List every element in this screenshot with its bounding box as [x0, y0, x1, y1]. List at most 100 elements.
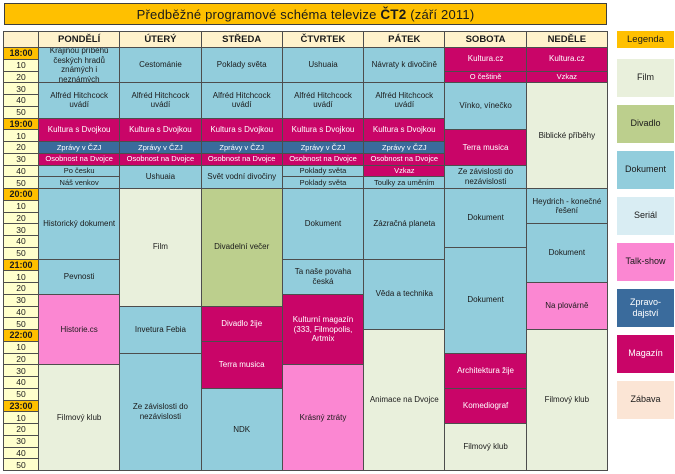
- time-cell: 30: [4, 153, 38, 165]
- program-cell: Ushuaia: [120, 165, 201, 188]
- program-cell: Na plovárně: [526, 283, 607, 329]
- program-cell: Alfréd Hitchcock uvádí: [120, 83, 201, 118]
- program-cell: Filmový klub: [445, 424, 526, 470]
- program-cell: Heydrich - konečné řešení: [526, 189, 607, 224]
- program-cell: Osobnost na Dvojce: [39, 153, 120, 165]
- title-suffix: (září 2011): [406, 6, 475, 22]
- program-cell: Věda a technika: [364, 259, 445, 329]
- time-cell: 50: [4, 459, 38, 470]
- time-cell: 30: [4, 83, 38, 94]
- time-cell: 10: [4, 59, 38, 71]
- day-header: NEDĚLE: [526, 32, 607, 47]
- program-cell: Filmový klub: [526, 330, 607, 470]
- program-cell: Zprávy v ČZJ: [364, 142, 445, 153]
- legend-item-zabava: Zábava: [617, 381, 674, 419]
- table-corner-cell: [4, 32, 38, 47]
- day-header: ČTVRTEK: [282, 32, 364, 47]
- program-cell: Vzkaz: [526, 71, 607, 83]
- program-cell: Animace na Dvojce: [364, 330, 445, 470]
- time-cell: 10: [4, 130, 38, 141]
- program-cell: Poklady světa: [201, 48, 282, 83]
- program-cell: Kultura s Dvojkou: [201, 118, 282, 141]
- time-cell: 50: [4, 318, 38, 329]
- time-cell: 19:00: [4, 118, 38, 130]
- program-cell: Poklady světa: [282, 165, 364, 177]
- program-cell: Náš venkov: [39, 177, 120, 188]
- program-cell: Návraty k divočině: [364, 48, 445, 83]
- title-text: Předběžné programové schéma televize ČT2…: [137, 7, 475, 22]
- time-cell: 40: [4, 95, 38, 106]
- program-cell: Film: [120, 189, 201, 306]
- time-cell: 30: [4, 435, 38, 447]
- day-header: STŘEDA: [201, 32, 282, 47]
- time-cell: 40: [4, 306, 38, 318]
- program-cell: Alfréd Hitchcock uvádí: [282, 83, 364, 118]
- time-cell: 30: [4, 294, 38, 306]
- time-cell: 20: [4, 71, 38, 83]
- program-cell: Svět vodní divočiny: [201, 165, 282, 188]
- time-cell: 30: [4, 224, 38, 235]
- legend: Legenda Film Divadlo Dokument Seriál Talk-sh…: [617, 31, 674, 419]
- time-cell: 50: [4, 247, 38, 259]
- program-cell: Komediograf: [445, 388, 526, 423]
- program-cell: Kultura.cz: [445, 48, 526, 71]
- legend-title: Legenda: [617, 31, 674, 48]
- legend-item-serial: Seriál: [617, 197, 674, 235]
- program-cell: Divadlo žije: [201, 306, 282, 341]
- program-cell: Kultura.cz: [526, 48, 607, 71]
- day-header: PONDĚLÍ: [39, 32, 120, 47]
- program-cell: Alfréd Hitchcock uvádí: [364, 83, 445, 118]
- legend-item-divadlo: Divadlo: [617, 105, 674, 143]
- legend-item-zpravodajstvi: Zpravo- dajství: [617, 289, 674, 327]
- program-cell: Osobnost na Dvojce: [120, 153, 201, 165]
- program-cell: Vínko, vínečko: [445, 83, 526, 130]
- time-cell: 21:00: [4, 259, 38, 271]
- time-cell: 22:00: [4, 330, 38, 341]
- time-cell: 23:00: [4, 400, 38, 412]
- time-cell: 40: [4, 165, 38, 177]
- program-cell: Ushuaia: [282, 48, 364, 83]
- legend-item-dokument: Dokument: [617, 151, 674, 189]
- program-cell: Dokument: [445, 189, 526, 247]
- legend-item-film: Film: [617, 59, 674, 97]
- program-cell: Cestománie: [120, 48, 201, 83]
- program-cell: Historie.cs: [39, 294, 120, 365]
- program-cell: Architektura žije: [445, 353, 526, 388]
- program-cell: NDK: [201, 388, 282, 470]
- legend-items: Film Divadlo Dokument Seriál Talk-show Zpravo…: [617, 59, 674, 419]
- program-cell: Terra musica: [201, 341, 282, 388]
- time-cell: 10: [4, 271, 38, 282]
- time-cell: 50: [4, 388, 38, 400]
- time-cell: 20: [4, 142, 38, 153]
- time-cell: 20: [4, 212, 38, 224]
- time-cell: 30: [4, 365, 38, 376]
- program-cell: O češtině: [445, 71, 526, 83]
- program-cell: Dokument: [526, 224, 607, 282]
- time-cell: 10: [4, 341, 38, 353]
- program-cell: Dokument: [445, 247, 526, 353]
- program-cell: Dokument: [282, 189, 364, 259]
- day-header: ÚTERÝ: [120, 32, 201, 47]
- program-cell: Toulky za uměním: [364, 177, 445, 188]
- time-cell: 20:00: [4, 189, 38, 200]
- program-cell: Divadelní večer: [201, 189, 282, 306]
- program-cell: Alfréd Hitchcock uvádí: [39, 83, 120, 118]
- time-cell: 20: [4, 424, 38, 435]
- title-prefix: Předběžné programové schéma televize: [136, 6, 381, 22]
- program-cell: Osobnost na Dvojce: [364, 153, 445, 165]
- program-cell: Filmový klub: [39, 365, 120, 470]
- schedule-title-bar: Předběžné programové schéma televize ČT2…: [4, 3, 607, 25]
- program-cell: Ta naše povaha česká: [282, 259, 364, 294]
- program-cell: Po česku: [39, 165, 120, 177]
- program-cell: Ze závislosti do nezávislosti: [120, 353, 201, 470]
- program-cell: Kultura s Dvojkou: [364, 118, 445, 141]
- program-cell: Terra musica: [445, 130, 526, 165]
- program-cell: Alfréd Hitchcock uvádí: [201, 83, 282, 118]
- program-cell: Zprávy v ČZJ: [120, 142, 201, 153]
- time-cell: 40: [4, 447, 38, 459]
- legend-item-talkshow: Talk-show: [617, 243, 674, 281]
- program-cell: Ze závislosti do nezávislosti: [445, 165, 526, 188]
- time-cell: 50: [4, 106, 38, 118]
- program-cell: Zprávy v ČZJ: [282, 142, 364, 153]
- program-cell: Poklady světa: [282, 177, 364, 188]
